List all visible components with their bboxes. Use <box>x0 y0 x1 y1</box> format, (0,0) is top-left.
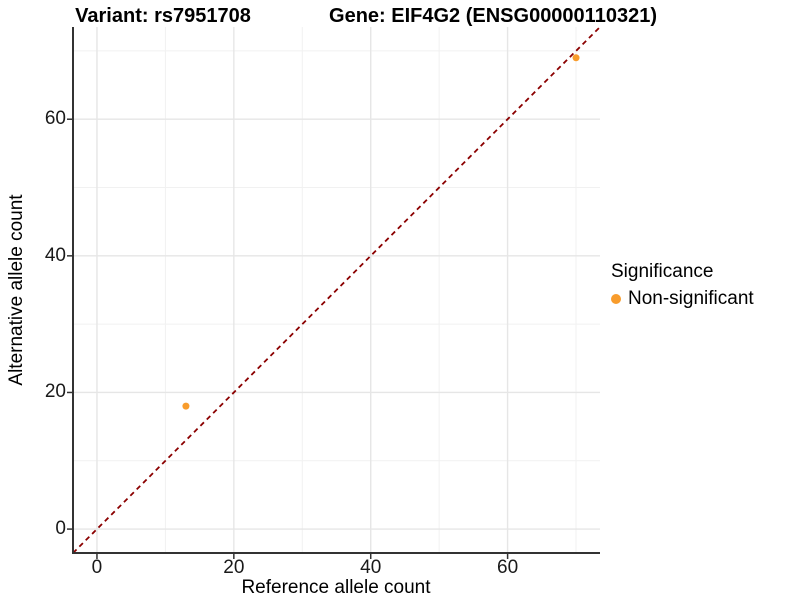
y-tick-label: 40 <box>44 244 66 266</box>
legend-title: Significance <box>611 261 714 282</box>
x-tick-label: 60 <box>497 557 519 578</box>
identity-reference-line <box>72 26 601 554</box>
legend-item-label: Non-significant <box>628 288 754 309</box>
legend: Significance Non-significant <box>611 261 797 310</box>
x-tick-label: 0 <box>91 557 103 578</box>
x-tick-label: 40 <box>360 557 382 578</box>
x-tick-label: 20 <box>223 557 245 578</box>
legend-point-icon <box>611 294 621 304</box>
plot-title-variant: Variant: rs7951708 <box>75 5 251 27</box>
y-tick-label: 0 <box>55 518 66 540</box>
legend-item: Non-significant <box>611 288 797 310</box>
y-tick-label: 20 <box>44 381 66 403</box>
y-tick-label: 60 <box>44 108 66 130</box>
x-axis-title: Reference allele count <box>241 577 431 598</box>
data-point <box>182 402 190 410</box>
plot-title-gene: Gene: EIF4G2 (ENSG00000110321) <box>329 5 657 27</box>
y-axis-title: Alternative allele count <box>6 194 27 386</box>
data-point <box>572 54 580 62</box>
